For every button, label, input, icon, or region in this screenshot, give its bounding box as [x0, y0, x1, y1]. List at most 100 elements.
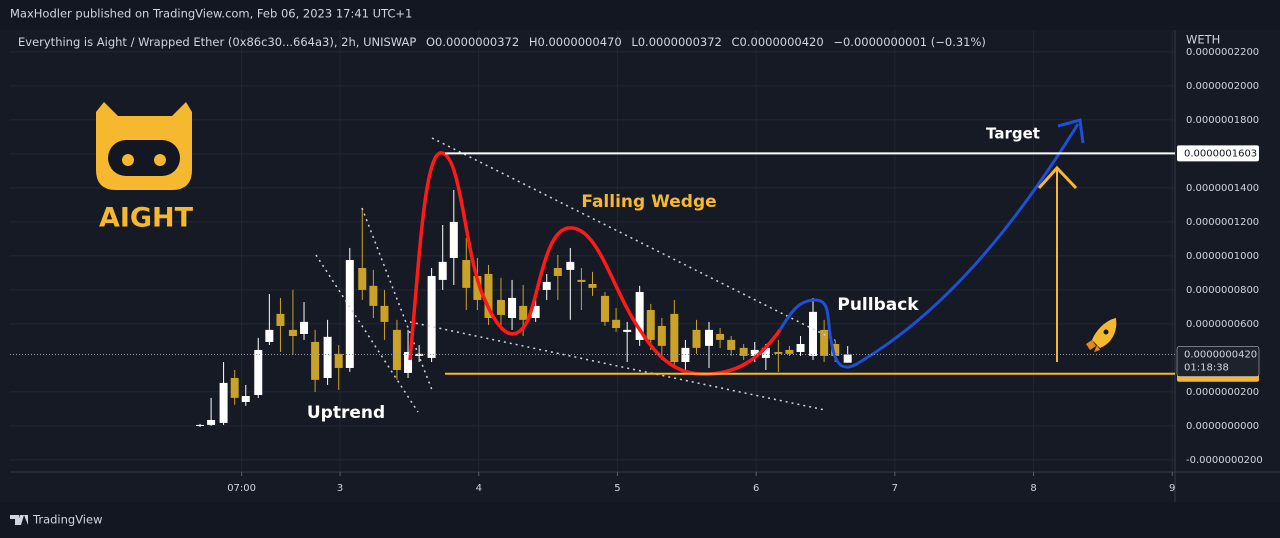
candle-body: [254, 349, 263, 395]
candle-body: [553, 268, 562, 276]
candle-body: [831, 343, 840, 356]
candle-body: [427, 275, 436, 358]
candle-body: [796, 343, 805, 352]
candle-body: [380, 305, 389, 322]
candle-body: [358, 268, 367, 290]
y-tick-label: 0.0000002000: [1186, 81, 1259, 92]
candle-body: [705, 329, 713, 346]
candle-body: [716, 333, 725, 340]
annotation: Target: [986, 125, 1040, 143]
candle-body: [207, 419, 216, 425]
candle-body: [577, 279, 586, 282]
candle-body: [288, 329, 297, 336]
countdown: 01:18:38: [1184, 363, 1229, 374]
axis-title: WETH: [1186, 33, 1220, 47]
candle-body: [600, 295, 609, 322]
x-tick-label: 07:00: [227, 483, 256, 494]
candle-body: [727, 339, 736, 350]
x-tick-label: 4: [476, 483, 482, 494]
y-tick-label: 0.0000001200: [1186, 217, 1259, 228]
annotation: Falling Wedge: [581, 192, 716, 212]
brand: TradingView: [32, 513, 102, 527]
candle-body: [230, 377, 239, 398]
price-tag-label: 0.0000000420: [1184, 350, 1257, 361]
candle-body: [334, 353, 343, 368]
candle-body: [739, 347, 748, 356]
candle-body: [670, 313, 679, 363]
candle-body: [484, 273, 493, 318]
cup-curve: [408, 151, 782, 376]
candle-body: [404, 351, 413, 373]
logo-icon: [96, 102, 192, 190]
x-tick-label: 3: [337, 483, 343, 494]
candle-body: [265, 329, 274, 342]
price-tag-label: 0.0000001603: [1184, 148, 1257, 159]
candle-body: [241, 396, 250, 402]
candle-body: [785, 349, 794, 354]
candle-body: [438, 261, 447, 280]
brand-icon: [10, 515, 28, 525]
candle-body: [657, 325, 666, 346]
price-tag: [1177, 145, 1259, 162]
legend: Everything is Aight / Wrapped Ether (0x8…: [18, 35, 986, 49]
candle-body: [276, 313, 285, 326]
candle-body: [635, 291, 644, 340]
candle-body: [369, 285, 378, 306]
candles: [196, 189, 852, 427]
candle-body: [323, 336, 332, 378]
candle-body: [809, 311, 818, 356]
candle-body: [646, 309, 655, 340]
candle-body: [750, 349, 759, 356]
annotation: Pullback: [837, 295, 919, 315]
legend-high: H0.0000000470: [529, 35, 622, 49]
legend-symbol: Everything is Aight / Wrapped Ether (0x8…: [18, 35, 416, 49]
legend-change: −0.0000000001 (−0.31%): [833, 35, 986, 49]
candle-body: [761, 347, 770, 358]
candle-body: [496, 299, 505, 315]
candle-body: [623, 329, 632, 332]
legend-low: L0.0000000372: [631, 35, 722, 49]
candle-body: [508, 297, 517, 318]
candle-body: [345, 260, 354, 368]
y-tick-label: 0.0000000200: [1186, 387, 1259, 398]
candle-body: [392, 329, 401, 370]
candle-body: [774, 351, 783, 354]
y-tick-label: 0.0000000600: [1186, 319, 1259, 330]
y-tick-label: 0.0000002200: [1186, 47, 1259, 58]
y-tick-label: 0.0000000000: [1186, 421, 1259, 432]
uptrend-line: [361, 207, 433, 391]
rocket-icon: [1086, 318, 1117, 352]
candle-body: [566, 261, 575, 270]
projection-arrowhead: [1057, 118, 1085, 144]
x-tick-label: 7: [892, 483, 898, 494]
candle-body: [311, 341, 320, 380]
candle-body: [820, 329, 829, 356]
target-arrowhead: [1037, 165, 1078, 190]
drawings: [315, 118, 1085, 413]
y-tick-label: 0.0000001800: [1186, 115, 1259, 126]
price-tag: [1176, 346, 1260, 377]
projection-curve: [778, 123, 1080, 369]
candle-body: [612, 319, 621, 329]
candle-body: [843, 354, 852, 363]
candle-body: [196, 424, 205, 426]
candle-body: [462, 260, 471, 288]
publisher: MaxHodler published on TradingView.com, …: [10, 7, 412, 21]
candle-body: [519, 305, 528, 320]
legend-close: C0.0000000420: [732, 35, 824, 49]
logo-text: AIGHT: [99, 203, 194, 234]
x-tick-label: 9: [1169, 483, 1175, 494]
grid: [10, 30, 1175, 472]
legend-open: O0.0000000372: [426, 35, 519, 49]
candle-body: [449, 221, 458, 258]
candle-body: [588, 283, 597, 288]
y-tick-label: -0.0000000200: [1186, 455, 1263, 466]
y-tick-label: 0.0000000800: [1186, 285, 1259, 296]
candle-body: [531, 305, 540, 318]
y-tick-label: 0.0000001400: [1186, 183, 1259, 194]
candle-body: [542, 281, 551, 290]
candle-body: [219, 382, 228, 423]
candle-body: [300, 321, 309, 334]
x-tick-label: 5: [614, 483, 620, 494]
